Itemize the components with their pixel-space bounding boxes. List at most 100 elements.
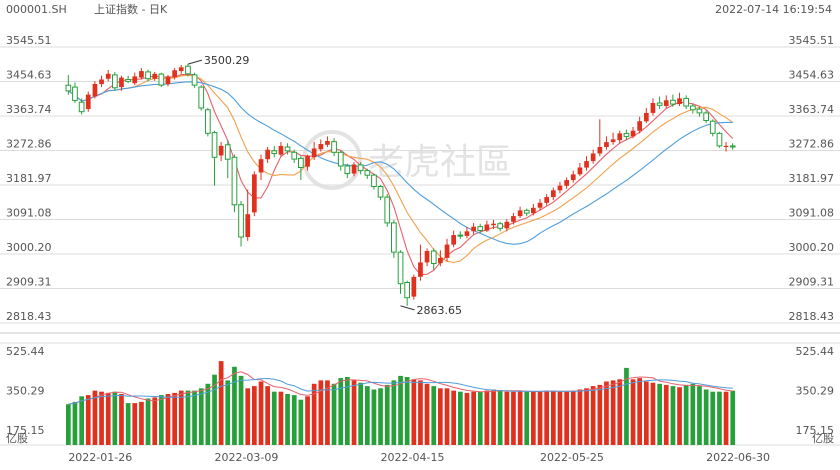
price-tick-label-right: 3272.86 — [789, 137, 835, 150]
candle-body — [271, 150, 278, 155]
ma10-line — [67, 74, 734, 264]
date-tick-label: 2022-06-30 — [706, 451, 770, 464]
volume-bar — [298, 399, 304, 445]
price-tick-label-right: 3454.63 — [789, 68, 835, 81]
candle-body — [610, 139, 616, 143]
volume-bar — [152, 397, 158, 445]
volume-tick-label-right: 350.29 — [796, 385, 835, 398]
candle-body — [544, 197, 549, 203]
volume-bar — [577, 389, 583, 445]
volume-bar — [444, 388, 450, 445]
candle-body — [211, 132, 218, 158]
candle-body — [551, 190, 556, 198]
volume-bar — [564, 391, 569, 445]
candle-body — [477, 226, 484, 231]
candle-body — [703, 112, 709, 122]
volume-bar — [365, 386, 370, 445]
candle-body — [258, 159, 264, 173]
volume-bar — [590, 386, 596, 445]
price-axis-labels: 3545.51 3545.51 3454.63 3454.63 3363.74 3363.… — [6, 34, 834, 323]
volume-bar — [610, 380, 616, 445]
watermark: 老虎社區 — [302, 130, 512, 190]
price-tick-label-right: 3091.08 — [789, 207, 835, 220]
volume-bar — [431, 386, 437, 445]
candle-body — [99, 79, 104, 85]
volume-bar — [72, 401, 78, 445]
date-tick-label: 2022-05-25 — [540, 451, 604, 464]
watermark-text: 老虎社區 — [368, 142, 512, 183]
volume-bar — [398, 375, 403, 445]
price-tick-label-left: 3272.86 — [6, 137, 52, 150]
date-axis-labels: 2022-01-26 2022-03-09 2022-04-15 2022-05-25… — [68, 451, 770, 464]
candle-body — [430, 250, 437, 264]
candle-body — [584, 161, 589, 168]
volume-bars — [66, 361, 736, 445]
annotation-label: 3500.29 — [204, 54, 250, 67]
volume-ma5-line — [68, 371, 733, 405]
candle-body — [238, 204, 244, 238]
candle-body — [218, 145, 224, 156]
candle-body — [165, 76, 171, 84]
volume-bar — [504, 391, 510, 445]
volume-bar — [105, 392, 111, 445]
volume-bar — [318, 380, 324, 445]
candle-body — [397, 251, 404, 285]
volume-bar — [66, 404, 71, 445]
candle-body — [411, 276, 417, 297]
volume-bar — [139, 401, 144, 445]
volume-bar — [511, 391, 516, 445]
volume-bar — [584, 388, 589, 445]
volume-bar — [371, 389, 377, 445]
volume-averages — [68, 371, 733, 405]
candle-body — [344, 165, 351, 175]
candle-body — [564, 180, 569, 186]
candle-body — [637, 121, 642, 131]
volume-bar — [384, 384, 390, 445]
candle-body — [85, 94, 91, 109]
volume-bar — [630, 379, 636, 445]
volume-bar — [464, 392, 470, 445]
candle-body — [438, 257, 443, 264]
candle-body — [418, 262, 423, 277]
volume-bar — [232, 366, 237, 445]
candle-body — [119, 77, 124, 88]
candle-body — [311, 148, 317, 158]
candle-body — [364, 170, 371, 176]
volume-bar — [225, 380, 231, 445]
volume-bar — [345, 377, 350, 445]
volume-bar — [557, 391, 563, 445]
price-tick-label-right: 2818.43 — [789, 310, 835, 323]
volume-bar — [358, 382, 363, 445]
candle-body — [298, 157, 304, 168]
volume-bar — [305, 396, 310, 445]
volume-bar — [411, 379, 417, 445]
volume-bar — [185, 390, 191, 445]
candle-body — [172, 70, 177, 78]
volume-bar — [477, 391, 483, 445]
candle-body — [278, 145, 284, 155]
volume-bar — [451, 390, 456, 445]
moving-averages — [67, 74, 734, 276]
candle-body — [205, 109, 211, 134]
volume-bar — [258, 381, 264, 445]
candle-body — [198, 86, 205, 109]
volume-bar — [178, 390, 184, 445]
candle-body — [504, 221, 510, 229]
candle-body — [630, 130, 636, 137]
volume-tick-label-left: 525.44 — [6, 345, 45, 358]
ma5-line — [67, 74, 734, 276]
candle-body — [656, 102, 663, 106]
volume-bar — [198, 388, 204, 445]
volume-bar — [471, 391, 476, 445]
volume-bar — [683, 384, 689, 445]
volume-bar — [99, 391, 104, 445]
candle-body — [531, 207, 536, 214]
volume-bar — [311, 383, 317, 445]
candle-body — [424, 251, 430, 263]
volume-bar — [252, 386, 257, 445]
price-tick-label-left: 3454.63 — [6, 68, 52, 81]
volume-bar — [331, 383, 337, 445]
candle-body — [384, 196, 391, 224]
